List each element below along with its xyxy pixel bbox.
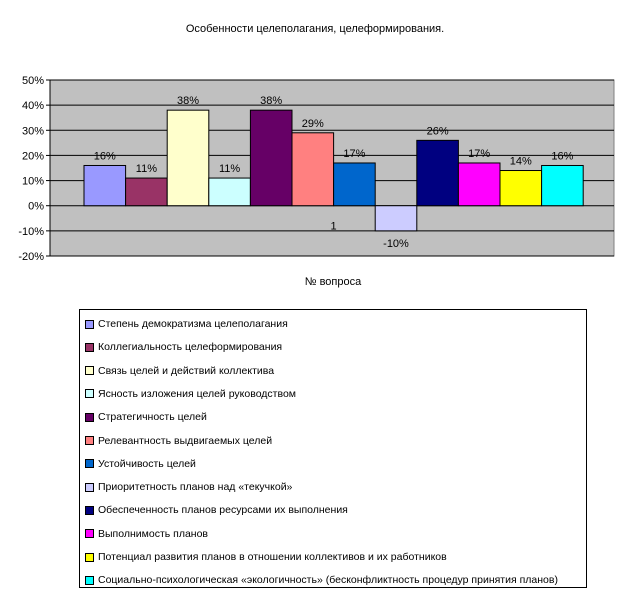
y-tick-label: -10% (18, 226, 44, 238)
y-tick-label: 20% (22, 150, 44, 162)
legend-label: Стратегичность целей (98, 411, 207, 424)
legend-label: Коллегиальность целеформирования (98, 341, 283, 354)
y-tick-label: 40% (22, 100, 44, 112)
legend-item: Стратегичность целей (85, 410, 207, 424)
bar (291, 132, 335, 207)
legend-swatch (85, 459, 94, 469)
legend-item: Приоритетность планов над «текучкой» (85, 480, 292, 494)
bar (374, 205, 418, 232)
bar (499, 170, 543, 207)
data-label: 38% (260, 95, 282, 107)
bar (125, 177, 168, 207)
legend-label: Обеспеченность планов ресурсами их выпол… (98, 504, 348, 517)
bar-chart: 50% 40% 30% 20% 10% 0% -10% -20% 16% 11% 38% 11% 38%… (18, 75, 615, 288)
legend-item: Степень демократизма целеполагания (85, 317, 288, 331)
x-axis-title: № вопроса (305, 276, 362, 288)
legend-item: Коллегиальность целеформирования (85, 340, 282, 354)
data-label: 29% (302, 118, 324, 130)
bar (249, 109, 293, 207)
legend-item: Ясность изложения целей руководством (85, 387, 296, 401)
data-label: 11% (219, 163, 240, 175)
bar (457, 162, 501, 207)
data-label: -10% (383, 238, 409, 250)
data-label: 16% (94, 150, 116, 162)
legend-swatch (85, 505, 94, 515)
bar (333, 162, 376, 207)
legend-swatch (85, 342, 94, 352)
legend-item: Потенциал развития планов в отношении ко… (85, 550, 447, 564)
y-tick-label: 50% (22, 75, 44, 87)
legend-swatch (85, 412, 94, 422)
chart-title: Особенности целеполагания, целеформирова… (185, 23, 445, 35)
bar (541, 164, 584, 207)
legend-swatch (85, 552, 94, 562)
data-label: 26% (427, 125, 449, 137)
legend-label: Ясность изложения целей руководством (98, 387, 297, 400)
legend-label: Приоритетность планов над «текучкой» (98, 481, 293, 494)
legend-item: Релевантность выдвигаемых целей (85, 434, 272, 448)
bar (83, 164, 127, 207)
y-tick-label: 10% (22, 176, 44, 188)
legend-label: Устойчивость целей (98, 457, 196, 470)
legend-item: Выполнимость планов (85, 527, 208, 541)
legend-swatch (85, 389, 94, 399)
x-category-label: 1 (331, 221, 337, 233)
y-tick-label: 0% (28, 201, 44, 213)
legend-swatch (85, 529, 94, 539)
legend-label: Релевантность выдвигаемых целей (98, 434, 273, 447)
data-label: 11% (136, 163, 157, 175)
legend-label: Связь целей и действий коллектива (98, 364, 275, 377)
y-tick-label: 30% (22, 125, 44, 137)
bar (416, 139, 459, 207)
legend-label: Потенциал развития планов в отношении ко… (98, 551, 447, 563)
legend-swatch (85, 482, 94, 492)
legend: Степень демократизма целеполагания Коллег… (79, 309, 587, 588)
legend-label: Выполнимость планов (98, 527, 209, 540)
legend-item: Устойчивость целей (85, 457, 196, 471)
legend-swatch (85, 319, 94, 329)
legend-label: Степень демократизма целеполагания (98, 318, 288, 330)
legend-item: Связь целей и действий коллектива (85, 364, 274, 378)
data-label: 14% (510, 156, 532, 168)
legend-swatch (85, 436, 94, 445)
legend-swatch (85, 366, 94, 376)
bar (166, 109, 210, 207)
legend-swatch (85, 575, 94, 585)
legend-item: Социально-психологическая «экологичность… (85, 573, 558, 587)
data-label: 17% (343, 148, 365, 160)
y-tick-label: -20% (18, 251, 44, 263)
legend-item: Обеспеченность планов ресурсами их выпол… (85, 503, 348, 517)
data-label: 38% (177, 95, 199, 107)
bar (208, 177, 251, 207)
data-label: 16% (551, 150, 573, 162)
data-label: 17% (468, 148, 490, 160)
legend-label: Социально-психологическая «экологичность… (98, 574, 558, 587)
